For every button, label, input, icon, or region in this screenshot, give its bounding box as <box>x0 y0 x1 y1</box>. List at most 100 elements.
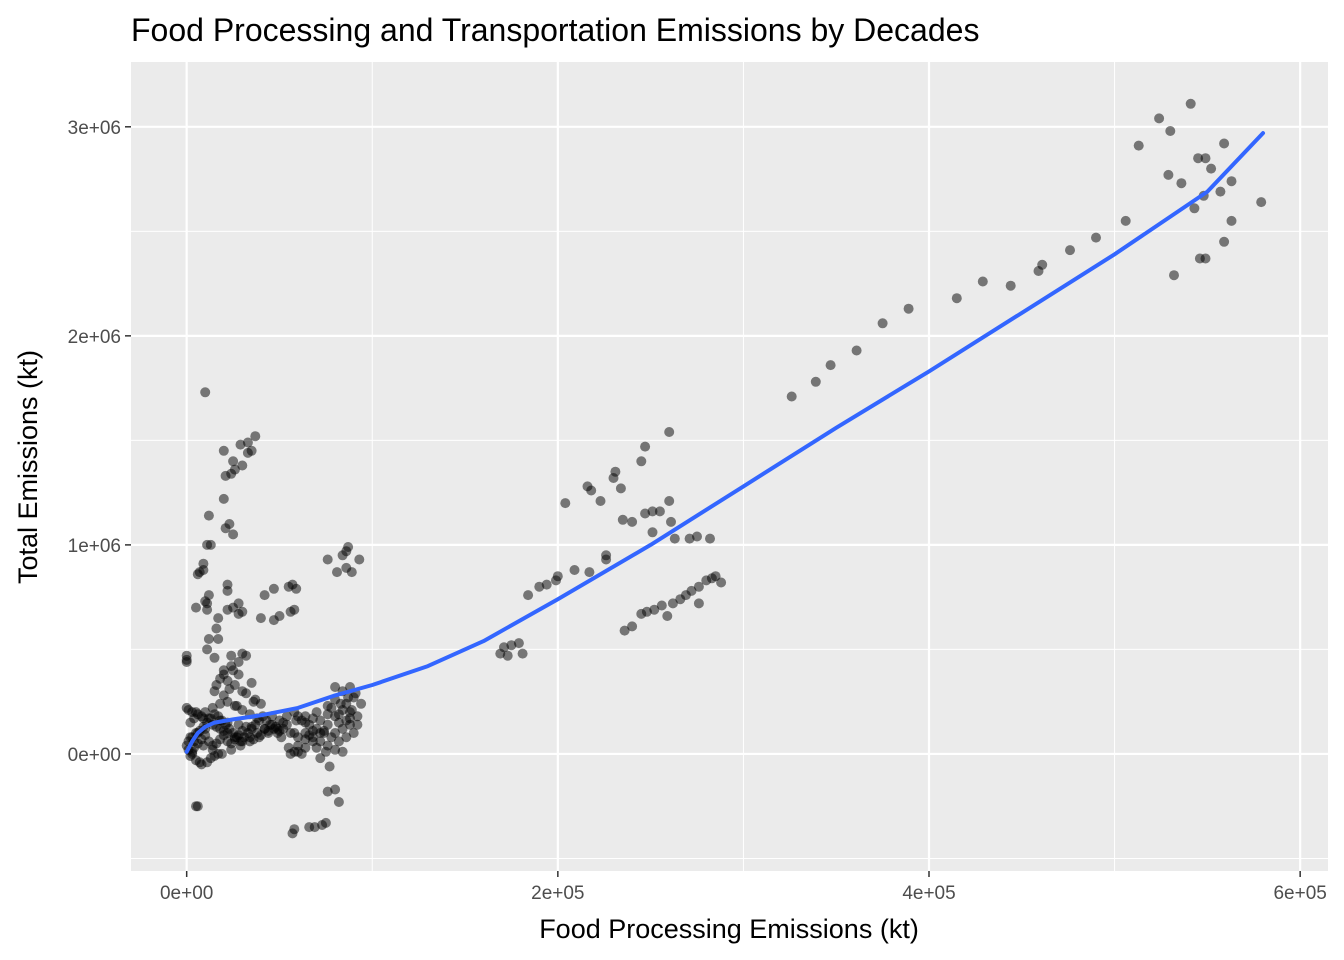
data-point <box>1154 113 1165 124</box>
data-point <box>693 581 704 592</box>
data-point <box>675 594 686 605</box>
y-tick-label: 2e+06 <box>68 327 121 348</box>
data-point <box>213 634 224 644</box>
data-point <box>293 732 303 743</box>
data-point <box>825 360 836 371</box>
data-point <box>615 483 626 494</box>
data-point <box>333 797 344 807</box>
data-point <box>352 719 363 730</box>
data-point <box>337 723 348 734</box>
data-point <box>330 728 341 738</box>
y-axis-ticks: 0e+00 1e+06 2e+06 3e+06 <box>68 118 131 766</box>
data-point <box>207 702 218 713</box>
data-point <box>664 496 675 506</box>
data-point <box>706 573 717 584</box>
data-point <box>664 427 675 437</box>
x-tick-label: 6e+05 <box>1273 883 1326 904</box>
data-point <box>233 598 244 609</box>
x-axis-title: Food Processing Emissions (kt) <box>539 914 919 944</box>
data-point <box>285 606 296 617</box>
data-point <box>229 700 240 711</box>
data-point <box>213 613 224 624</box>
y-tick-label: 3e+06 <box>68 118 121 139</box>
data-point <box>692 531 702 542</box>
data-point <box>241 688 252 699</box>
data-point <box>198 565 209 575</box>
data-point <box>200 707 211 718</box>
data-point <box>209 686 220 697</box>
data-point <box>877 318 888 329</box>
data-point <box>215 698 226 709</box>
data-point <box>211 623 222 634</box>
data-point <box>233 608 244 619</box>
data-point <box>235 439 246 450</box>
data-point <box>523 590 534 601</box>
data-point <box>337 746 348 757</box>
data-point <box>669 533 680 544</box>
x-axis-ticks: 0e+00 2e+05 4e+05 6e+05 <box>160 871 1327 904</box>
data-point <box>300 717 311 728</box>
data-point <box>222 585 233 596</box>
data-point <box>513 638 524 649</box>
data-point <box>346 567 357 578</box>
data-point <box>647 527 658 538</box>
data-point <box>662 611 673 621</box>
data-point <box>320 817 331 828</box>
data-point <box>187 707 198 718</box>
data-point <box>332 567 342 578</box>
data-point <box>218 725 229 736</box>
data-point <box>608 473 619 483</box>
data-point <box>215 673 226 684</box>
data-point <box>241 721 252 732</box>
data-point <box>322 740 333 751</box>
data-point <box>333 736 344 747</box>
data-point <box>810 376 821 387</box>
data-point <box>181 657 192 667</box>
data-point <box>202 644 213 655</box>
data-point <box>354 554 365 565</box>
data-point <box>300 728 311 738</box>
data-point <box>1091 232 1101 243</box>
data-point <box>627 621 638 632</box>
y-tick-label: 0e+00 <box>68 745 121 766</box>
data-point <box>226 650 237 661</box>
data-point <box>255 730 266 741</box>
data-point <box>1176 178 1187 189</box>
data-point <box>627 516 638 527</box>
plot-panel <box>131 62 1328 871</box>
data-point <box>218 493 229 504</box>
data-point <box>693 598 704 609</box>
data-point <box>1219 138 1230 149</box>
data-point <box>248 734 259 745</box>
data-point <box>228 529 239 540</box>
data-point <box>951 293 962 304</box>
data-point <box>324 761 335 772</box>
data-point <box>296 748 307 759</box>
data-point <box>341 732 352 743</box>
data-point <box>619 625 630 636</box>
data-point <box>716 577 727 588</box>
data-point <box>248 696 259 707</box>
data-point <box>1226 215 1237 226</box>
data-point <box>356 698 367 709</box>
data-point <box>1133 140 1144 151</box>
data-point <box>584 567 595 578</box>
data-point <box>268 583 279 594</box>
data-point <box>1226 176 1237 187</box>
data-point <box>1033 266 1044 276</box>
data-point <box>903 303 914 314</box>
data-point <box>229 680 240 690</box>
data-point <box>601 554 612 565</box>
data-point <box>786 391 797 402</box>
data-point <box>667 598 678 609</box>
data-point <box>1185 98 1196 109</box>
data-point <box>268 615 279 626</box>
data-point <box>1005 280 1016 291</box>
data-point <box>636 456 647 467</box>
data-point <box>1169 270 1179 281</box>
data-point <box>330 744 341 755</box>
data-point <box>276 732 287 743</box>
data-point <box>705 533 715 544</box>
data-point <box>289 824 300 835</box>
